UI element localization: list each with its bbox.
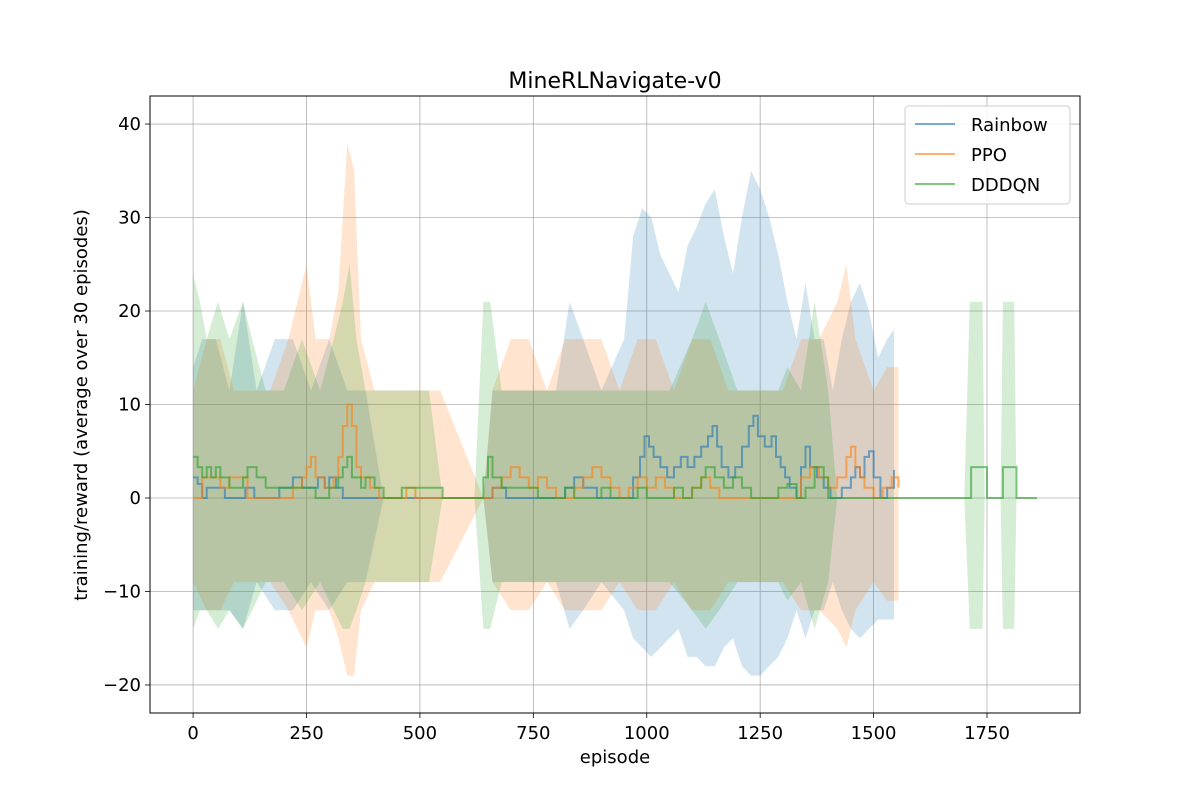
legend-box — [904, 105, 1071, 205]
x-tick-label: 750 — [516, 723, 550, 744]
x-tick-label: 0 — [187, 723, 198, 744]
x-axis: 0 250 500 750 1000 1250 1500 1750 — [187, 713, 1010, 744]
series-lines — [193, 403, 1037, 499]
x-tick-label: 1000 — [624, 723, 670, 744]
x-axis-label: episode — [580, 747, 650, 768]
y-tick-label: 30 — [118, 208, 141, 229]
legend-label-rainbow: Rainbow — [971, 115, 1048, 136]
y-axis: −20 −10 0 10 20 30 40 — [103, 114, 150, 696]
y-tick-label: 20 — [118, 301, 141, 322]
y-tick-label: −20 — [103, 675, 141, 696]
y-tick-label: 10 — [118, 395, 141, 416]
line-dddqn — [193, 455, 1037, 499]
x-tick-label: 1500 — [851, 723, 897, 744]
legend-label-ppo: PPO — [971, 145, 1007, 166]
y-tick-label: −10 — [103, 581, 141, 602]
chart-title: MineRLNavigate-v0 — [508, 69, 721, 94]
band-dddqn — [193, 264, 1037, 629]
band-rainbow — [193, 170, 895, 676]
y-tick-label: 40 — [118, 114, 141, 135]
legend-label-dddqn: DDDQN — [971, 175, 1040, 196]
y-axis-label: training/reward (average over 30 episode… — [71, 209, 92, 601]
x-tick-label: 1250 — [737, 723, 783, 744]
legend: Rainbow PPO DDDQN — [904, 105, 1071, 205]
x-tick-label: 250 — [289, 723, 323, 744]
x-tick-label: 500 — [403, 723, 437, 744]
confidence-bands — [193, 142, 1037, 676]
y-tick-label: 0 — [130, 488, 141, 509]
x-tick-label: 1750 — [964, 723, 1010, 744]
band-ppo — [193, 142, 899, 676]
